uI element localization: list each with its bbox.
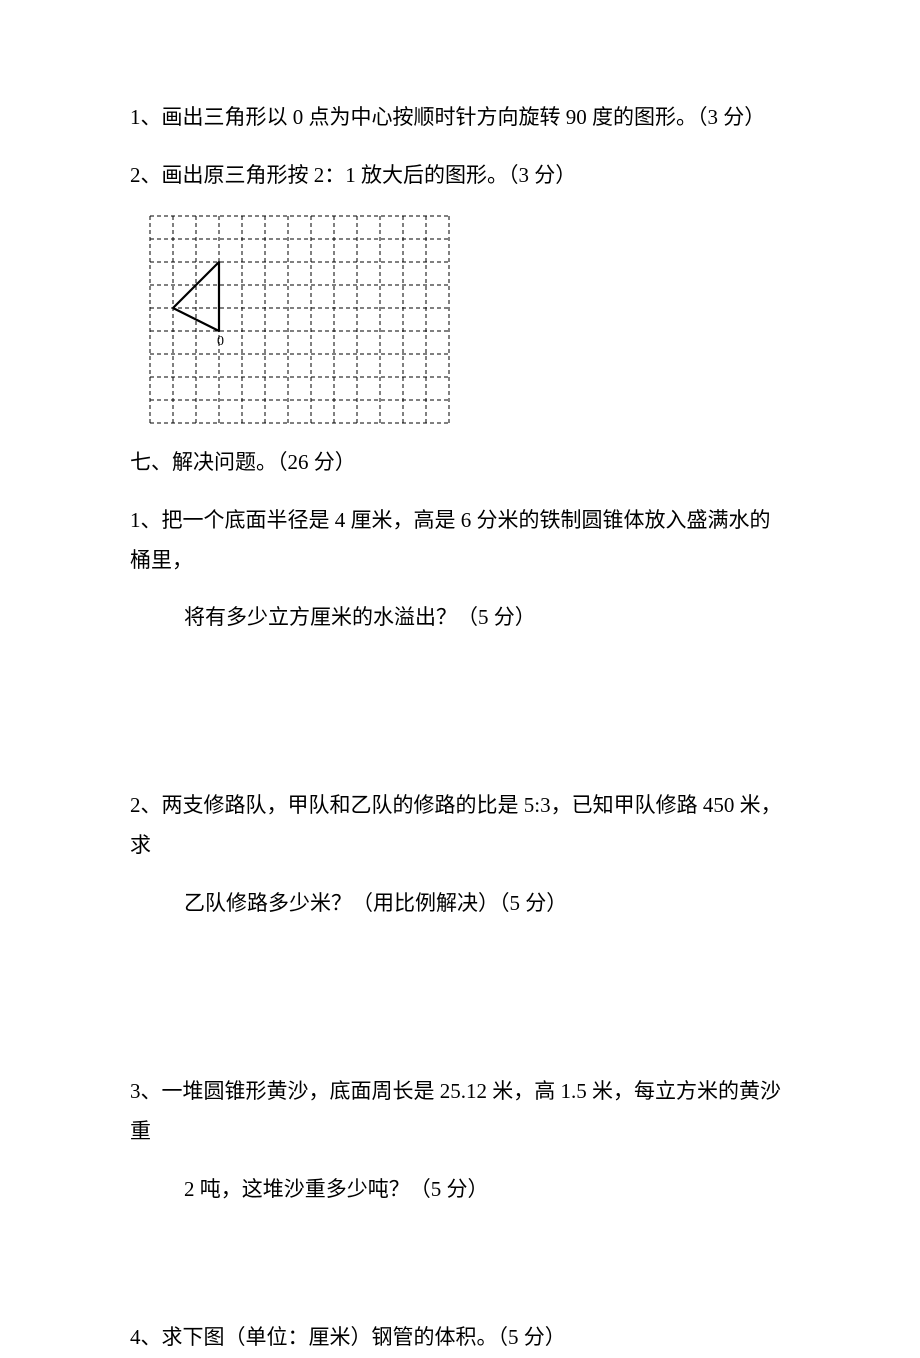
- work-space: [130, 656, 790, 786]
- problem-4: 4、求下图（单位：厘米）钢管的体积。（5 分）: [130, 1318, 790, 1358]
- problem-2-line-1: 2、两支修路队，甲队和乙队的修路的比是 5:3，已知甲队修路 450 米，求: [130, 786, 790, 866]
- svg-text:0: 0: [217, 334, 224, 349]
- work-space: [130, 942, 790, 1072]
- section-title: 七、解决问题。（26 分）: [130, 443, 790, 483]
- problem-1-line-1: 1、把一个底面半径是 4 厘米，高是 6 分米的铁制圆锥体放入盛满水的桶里，: [130, 501, 790, 581]
- question-2: 2、画出原三角形按 2：1 放大后的图形。（3 分）: [130, 156, 790, 196]
- problem-4-line-1: 4、求下图（单位：厘米）钢管的体积。（5 分）: [130, 1318, 790, 1358]
- problem-3: 3、一堆圆锥形黄沙，底面周长是 25.12 米，高 1.5 米，每立方米的黄沙重…: [130, 1072, 790, 1210]
- problem-2: 2、两支修路队，甲队和乙队的修路的比是 5:3，已知甲队修路 450 米，求 乙…: [130, 786, 790, 924]
- problem-3-line-2: 2 吨，这堆沙重多少吨？（5 分）: [130, 1170, 790, 1210]
- problem-1-line-2: 将有多少立方厘米的水溢出？（5 分）: [130, 598, 790, 638]
- problem-3-line-1: 3、一堆圆锥形黄沙，底面周长是 25.12 米，高 1.5 米，每立方米的黄沙重: [130, 1072, 790, 1152]
- problem-2-line-2: 乙队修路多少米？（用比例解决）（5 分）: [130, 884, 790, 924]
- grid-diagram: 0: [148, 214, 458, 419]
- work-space: [130, 1228, 790, 1318]
- question-1: 1、画出三角形以 0 点为中心按顺时针方向旋转 90 度的图形。（3 分）: [130, 98, 790, 138]
- problem-1: 1、把一个底面半径是 4 厘米，高是 6 分米的铁制圆锥体放入盛满水的桶里， 将…: [130, 501, 790, 639]
